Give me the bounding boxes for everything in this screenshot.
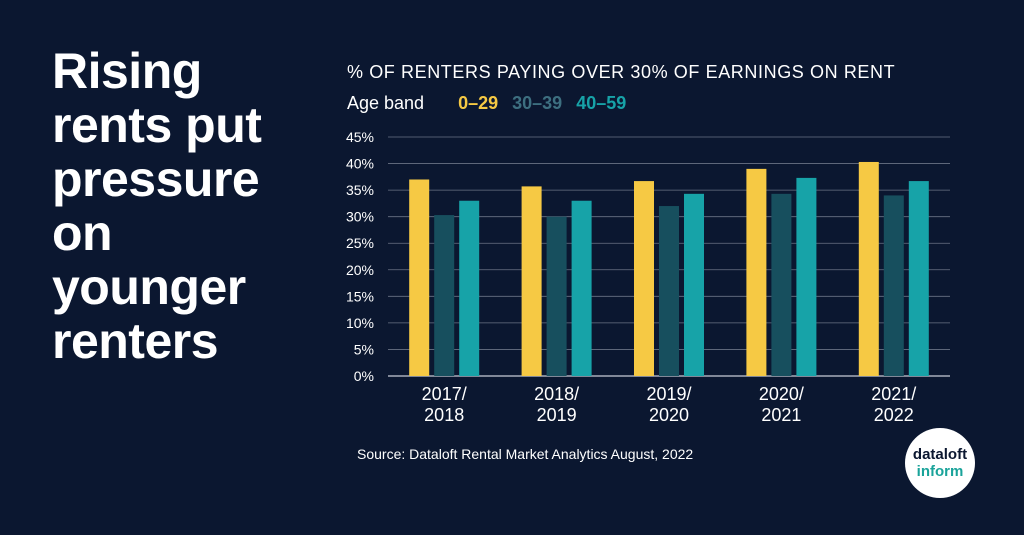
source-note: Source: Dataloft Rental Market Analytics… [357,446,694,462]
legend-item-30-39: 30–39 [512,93,563,113]
x-tick-label: 2020/ [759,384,804,404]
bar-40-59-4 [908,181,929,376]
bar-0-29-3 [746,168,767,376]
dataloft-logo: dataloft inform [905,428,975,498]
x-tick-label: 2018 [424,405,464,425]
headline-line: pressure [52,151,260,207]
logo-text-bottom: inform [916,463,964,480]
y-tick-label: 5% [354,341,374,357]
y-tick-label: 25% [346,235,374,251]
y-tick-label: 15% [346,288,374,304]
bar-40-59-0 [459,200,480,376]
bar-30-39-2 [659,206,679,376]
chart-legend: Age band 0–29 30–39 40–59 [347,93,640,114]
x-tick-label: 2019 [537,405,577,425]
headline-line: rents put [52,97,262,153]
bar-30-39-3 [771,193,792,376]
x-tick-label: 2020 [649,405,689,425]
legend-title: Age band [347,93,425,113]
x-tick-label: 2017/ [422,384,467,404]
headline-line: on [52,205,113,261]
headline-line: Rising [52,43,202,99]
bar-30-39-4 [883,195,904,376]
headline-line: younger [52,259,246,315]
bar-0-29-1 [521,186,542,376]
x-tick-label: 2018/ [534,384,579,404]
x-tick-label: 2019/ [646,384,691,404]
bar-30-39-0 [434,215,455,376]
y-tick-label: 30% [346,209,374,225]
y-tick-label: 0% [354,368,374,384]
bar-0-29-2 [634,181,654,376]
legend-item-40-59: 40–59 [576,93,627,113]
bar-40-59-2 [684,193,704,376]
bar-40-59-1 [571,200,592,376]
y-tick-label: 35% [346,182,374,198]
bar-0-29-4 [858,161,879,376]
bar-0-29-0 [409,179,430,376]
y-tick-label: 40% [346,156,374,172]
x-tick-label: 2022 [874,405,914,425]
bar-30-39-1 [546,216,567,376]
headline: Rising rents put pressure on younger ren… [52,44,292,368]
y-tick-label: 20% [346,262,374,278]
logo-text-top: dataloft [912,446,968,463]
headline-line: renters [52,313,219,369]
legend-item-0-29: 0–29 [458,93,499,113]
chart-title: % OF RENTERS PAYING OVER 30% OF EARNINGS… [347,62,896,82]
y-tick-label: 10% [346,315,374,331]
bar-40-59-3 [796,177,817,376]
x-tick-label: 2021 [761,405,801,425]
x-tick-label: 2021/ [871,384,916,404]
y-tick-label: 45% [346,129,374,145]
